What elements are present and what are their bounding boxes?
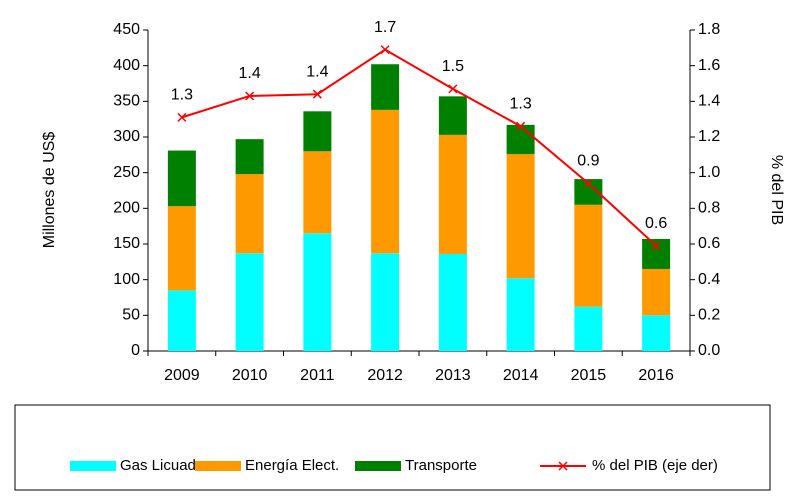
- line-marker: [245, 91, 255, 101]
- y-tick-label: 0: [131, 342, 140, 359]
- bar: [167, 150, 196, 207]
- legend-marker: [558, 461, 568, 471]
- bar: [303, 111, 332, 152]
- y-tick-label: 400: [113, 57, 140, 74]
- y2-tick-label: 1.2: [698, 128, 720, 145]
- data-label: 1.3: [510, 96, 532, 113]
- legend-swatch: [70, 461, 116, 471]
- x-tick-label: 2011: [300, 367, 335, 384]
- bar: [235, 174, 264, 254]
- bar: [506, 154, 535, 279]
- x-tick-label: 2013: [435, 367, 471, 384]
- y-tick-label: 100: [113, 271, 140, 288]
- y2-axis-title: % del PIB: [768, 155, 785, 225]
- bar: [167, 290, 196, 351]
- x-tick-label: 2015: [571, 367, 607, 384]
- line-marker: [448, 84, 458, 94]
- bar: [371, 109, 400, 254]
- bar: [438, 134, 467, 254]
- bar: [303, 233, 332, 351]
- y2-tick-label: 0.6: [698, 235, 720, 252]
- y2-tick-label: 0.8: [698, 200, 720, 217]
- bar: [371, 253, 400, 351]
- line-marker: [312, 89, 322, 99]
- data-label: 1.7: [374, 19, 396, 36]
- y2-tick-label: 1.0: [698, 164, 720, 181]
- x-tick-label: 2012: [367, 367, 403, 384]
- y-tick-label: 150: [113, 235, 140, 252]
- y-tick-label: 250: [113, 164, 140, 181]
- y2-tick-label: 0.4: [698, 271, 720, 288]
- bar: [506, 124, 535, 155]
- bar: [574, 306, 603, 351]
- bar: [371, 64, 400, 110]
- data-label: 1.3: [171, 87, 193, 104]
- bar: [642, 268, 671, 316]
- bar: [167, 206, 196, 291]
- bar: [438, 253, 467, 351]
- bar: [235, 253, 264, 351]
- bar: [506, 278, 535, 351]
- legend-label: % del PIB (eje der): [592, 457, 718, 474]
- legend-label: Energía Elect.: [245, 457, 339, 474]
- line-marker: [651, 241, 661, 251]
- bar: [438, 96, 467, 135]
- y-tick-label: 200: [113, 200, 140, 217]
- bar: [235, 139, 264, 175]
- y2-tick-label: 0.2: [698, 307, 720, 324]
- bar: [642, 239, 671, 269]
- line: [181, 48, 657, 247]
- x-tick-label: 2014: [503, 367, 539, 384]
- y-tick-label: 350: [113, 93, 140, 110]
- legend-swatch: [195, 461, 241, 471]
- y2-tick-label: 1.6: [698, 57, 720, 74]
- y-tick-label: 450: [113, 21, 140, 38]
- x-tick-label: 2009: [164, 367, 200, 384]
- legend-label: Gas Licuado: [120, 457, 204, 474]
- data-label: 0.9: [577, 153, 599, 170]
- data-label: 1.4: [239, 65, 261, 82]
- data-label: 1.5: [442, 58, 464, 75]
- y-axis-title: Millones de US$: [41, 132, 58, 249]
- line-marker: [177, 112, 187, 122]
- legend-label: Transporte: [405, 457, 477, 474]
- bar: [303, 151, 332, 234]
- bar: [574, 204, 603, 307]
- data-label: 0.6: [645, 215, 667, 232]
- line-marker: [380, 45, 390, 55]
- y2-tick-label: 1.8: [698, 21, 720, 38]
- y2-tick-label: 0.0: [698, 342, 720, 359]
- x-tick-label: 2016: [638, 367, 674, 384]
- legend-box: [14, 404, 771, 491]
- legend-swatch: [355, 461, 401, 471]
- y-tick-label: 50: [122, 307, 140, 324]
- y-tick-label: 300: [113, 128, 140, 145]
- y2-tick-label: 1.4: [698, 93, 720, 110]
- data-label: 1.4: [306, 63, 328, 80]
- x-tick-label: 2010: [232, 367, 268, 384]
- line-marker: [516, 121, 526, 131]
- bar: [642, 315, 671, 351]
- line-marker: [583, 178, 593, 188]
